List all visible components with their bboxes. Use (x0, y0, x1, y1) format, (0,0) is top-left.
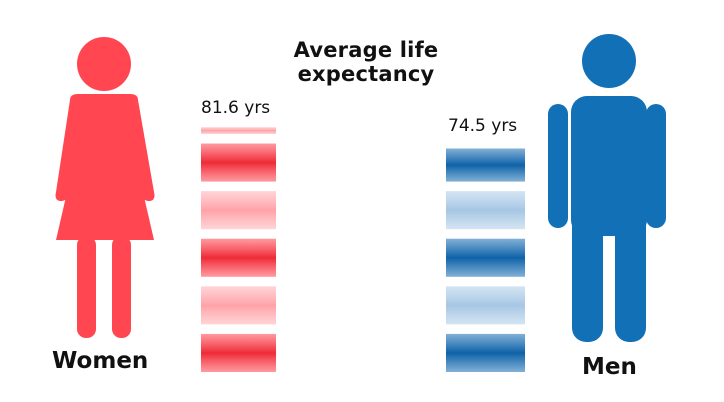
bar-segment-women (201, 333, 276, 372)
bar-women (201, 127, 276, 372)
chart-title: Average life expectancy (293, 38, 439, 86)
bar-segment-men (446, 148, 525, 182)
value-label-women: 81.6 yrs (201, 98, 271, 118)
bar-segment-women (201, 286, 276, 325)
category-label-women: Women (52, 348, 149, 374)
bar-segment-women (201, 238, 276, 277)
bar-segment-men (446, 333, 525, 372)
bar-segment-men (446, 191, 525, 230)
woman-figure-icon (55, 37, 155, 338)
category-label-men: Men (582, 354, 637, 380)
value-label-men: 74.5 yrs (448, 116, 518, 136)
bar-segment-women (201, 143, 276, 182)
bar-segment-men (446, 286, 525, 325)
bar-segment-men (446, 238, 525, 277)
bar-segment-women (201, 127, 276, 134)
man-figure-icon (548, 34, 666, 342)
bars-group (201, 127, 525, 372)
bar-segment-women (201, 191, 276, 230)
bar-men (446, 148, 525, 372)
